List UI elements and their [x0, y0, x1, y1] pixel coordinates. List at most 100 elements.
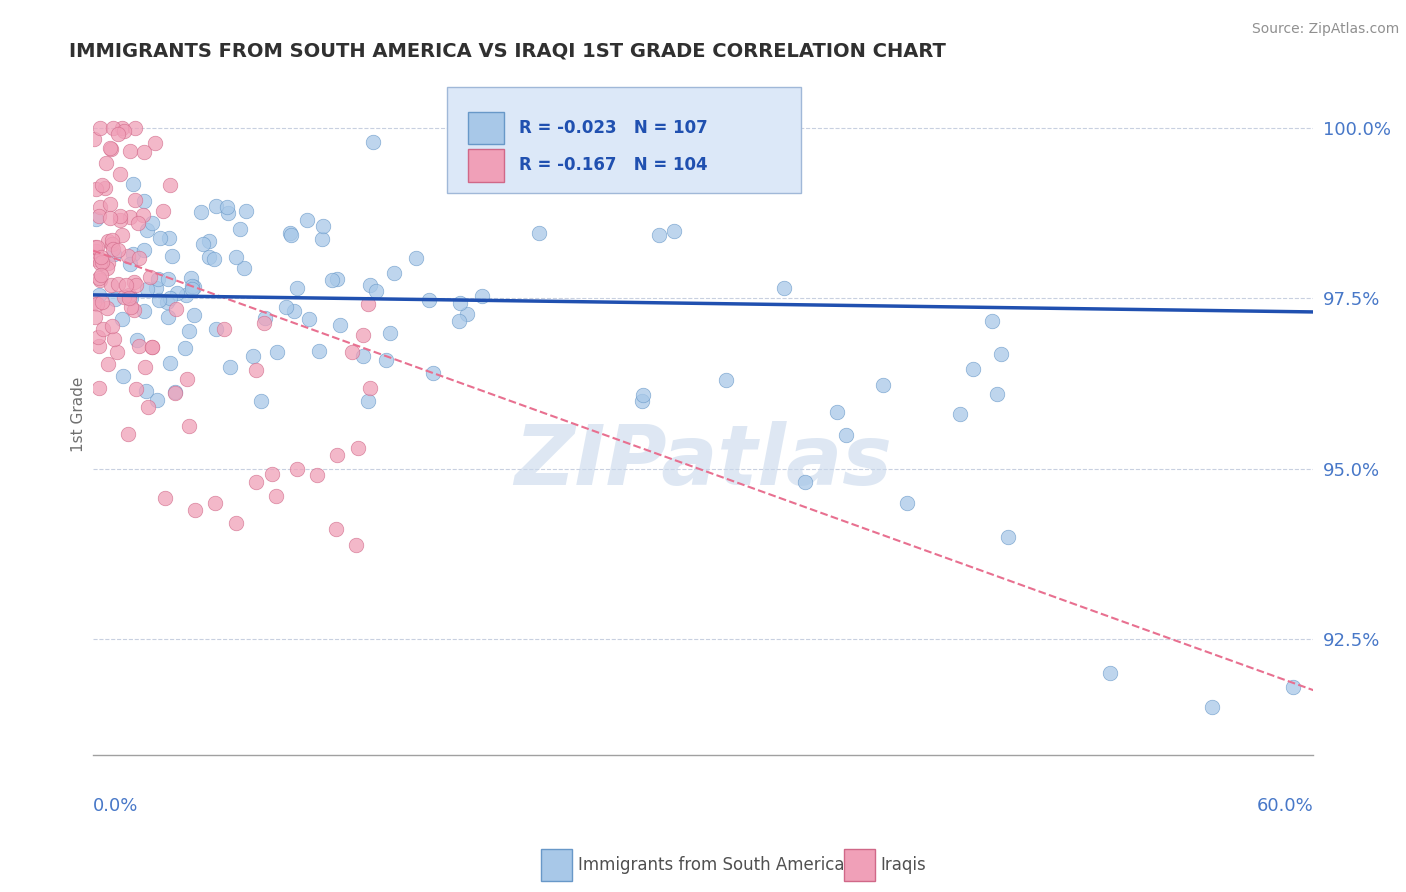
Point [274, 300, 297, 314]
Point [90, 295, 112, 310]
Point [212, 322, 235, 336]
Point [166, 285, 188, 300]
Point [357, 393, 380, 408]
Point [103, 247, 125, 261]
Point [89, 381, 111, 395]
Point [160, 250, 183, 264]
Point [101, 120, 124, 135]
Point [141, 340, 163, 354]
Point [124, 193, 146, 207]
Point [165, 385, 187, 400]
Point [205, 322, 228, 336]
Point [89, 120, 111, 135]
Point [357, 297, 380, 311]
Point [118, 145, 141, 159]
Y-axis label: 1st Grade: 1st Grade [72, 376, 86, 452]
Point [449, 295, 471, 310]
Point [134, 359, 156, 374]
Text: R = -0.023   N = 107: R = -0.023 N = 107 [519, 119, 707, 137]
Point [190, 204, 212, 219]
Point [997, 530, 1019, 544]
Point [648, 227, 671, 242]
Point [132, 145, 155, 159]
Point [1282, 680, 1305, 694]
Point [149, 231, 172, 245]
Point [772, 281, 794, 295]
Point [297, 213, 319, 227]
Point [107, 244, 129, 258]
Point [90, 250, 112, 264]
Point [198, 234, 221, 248]
Text: Immigrants from South America: Immigrants from South America [578, 856, 845, 874]
Point [266, 345, 288, 359]
Point [118, 291, 141, 305]
Point [148, 272, 170, 286]
Point [120, 300, 142, 314]
Point [471, 289, 494, 303]
Point [89, 339, 111, 353]
Point [204, 496, 226, 510]
Point [84, 182, 107, 196]
Point [97, 255, 120, 269]
Point [96, 260, 118, 275]
Point [127, 216, 149, 230]
Point [100, 277, 122, 292]
Point [949, 407, 972, 421]
Point [83, 310, 105, 324]
Point [311, 232, 333, 246]
Point [232, 261, 254, 276]
Point [91, 322, 114, 336]
Point [375, 353, 398, 368]
Point [325, 522, 347, 536]
Point [346, 442, 368, 456]
Point [180, 271, 202, 285]
Point [84, 244, 107, 258]
Point [124, 120, 146, 135]
Point [98, 211, 121, 226]
Point [280, 227, 302, 242]
Point [96, 301, 118, 315]
Point [90, 255, 112, 269]
Point [378, 326, 401, 340]
Point [110, 212, 132, 227]
Point [83, 132, 105, 146]
Point [155, 491, 177, 505]
Point [344, 539, 367, 553]
Point [283, 303, 305, 318]
Text: Source: ZipAtlas.com: Source: ZipAtlas.com [1251, 22, 1399, 37]
Point [225, 250, 247, 264]
Point [235, 204, 257, 219]
Point [176, 371, 198, 385]
Point [312, 219, 335, 233]
Point [228, 222, 250, 236]
Point [321, 272, 343, 286]
Point [110, 167, 132, 181]
Point [159, 356, 181, 370]
Point [97, 358, 120, 372]
Point [191, 237, 214, 252]
Point [184, 502, 207, 516]
Point [156, 310, 179, 324]
Point [896, 496, 918, 510]
Point [872, 378, 894, 392]
Point [630, 393, 652, 408]
Point [326, 448, 349, 462]
Point [382, 266, 405, 280]
Point [174, 341, 197, 355]
Point [215, 200, 238, 214]
Point [114, 290, 136, 304]
Point [86, 297, 108, 311]
Point [456, 307, 478, 321]
Point [962, 361, 984, 376]
Point [122, 178, 145, 192]
Point [98, 141, 121, 155]
Point [152, 204, 174, 219]
Point [111, 312, 134, 326]
Point [360, 382, 382, 396]
Point [825, 405, 848, 419]
Point [136, 223, 159, 237]
Point [118, 288, 141, 302]
Point [141, 340, 163, 354]
Point [177, 324, 200, 338]
FancyBboxPatch shape [447, 87, 801, 193]
